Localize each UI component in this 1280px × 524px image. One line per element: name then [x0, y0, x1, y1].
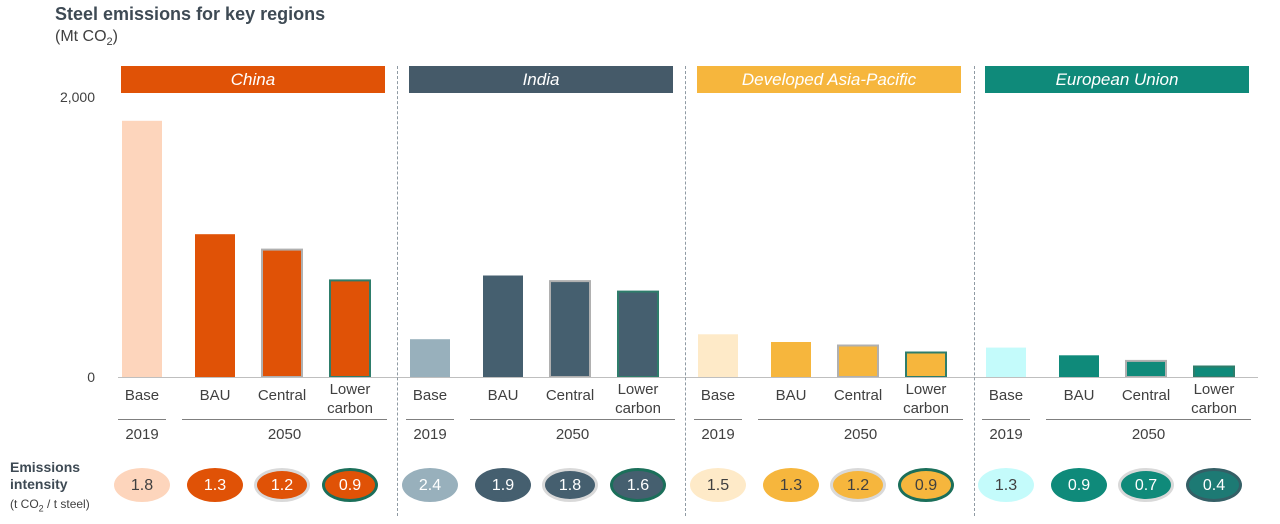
year-line-future-china: [182, 419, 387, 420]
category-label-india-4: Lower carbon: [615, 381, 661, 417]
year-line-base-european-union: [982, 419, 1030, 420]
bar-developed-asia-pacific-bau: [771, 342, 811, 377]
bar-india-base: [410, 339, 450, 377]
emissions-intensity-unit: (t CO2 / t steel): [10, 497, 90, 513]
category-label-developed-asia-pacific-2: BAU: [775, 387, 807, 404]
chart-unit: (Mt CO2): [55, 28, 118, 48]
category-label-european-union-3: Central: [1121, 387, 1171, 404]
category-label-china-1: Base: [124, 387, 160, 404]
emissions-intensity-label: Emissions intensity: [10, 459, 80, 493]
category-label-european-union-4: Lower carbon: [1191, 381, 1237, 417]
year-label-base-india: 2019: [413, 426, 447, 443]
bar-developed-asia-pacific-base: [698, 334, 738, 377]
intensity-ellipse-developed-asia-pacific-1: 1.5: [690, 468, 746, 502]
year-label-future-india: 2050: [555, 426, 590, 443]
region-divider-3: [974, 66, 975, 516]
intensity-ellipse-india-1: 2.4: [402, 468, 458, 502]
bar-china-central: [261, 248, 303, 379]
intensity-ellipse-india-3: 1.8: [542, 468, 598, 502]
bar-china-lower-carbon: [329, 279, 371, 378]
category-label-european-union-1: Base: [988, 387, 1024, 404]
ei-unit-suffix: / t steel): [43, 497, 90, 511]
unit-suffix: ): [112, 28, 118, 45]
unit-prefix: (Mt CO: [55, 28, 107, 45]
intensity-ellipse-european-union-2: 0.9: [1051, 468, 1107, 502]
category-label-china-4: Lower carbon: [327, 381, 373, 417]
ei-unit-prefix: (t CO: [10, 497, 39, 511]
y-tick-label-max: 2,000: [59, 89, 95, 105]
ei-unit-subscript: 2: [38, 503, 44, 514]
bar-china-bau: [195, 234, 235, 377]
intensity-ellipse-european-union-4: 0.4: [1186, 468, 1242, 502]
category-label-india-1: Base: [412, 387, 448, 404]
category-label-china-3: Central: [257, 387, 307, 404]
intensity-ellipse-china-4: 0.9: [322, 468, 378, 502]
region-divider-1: [397, 66, 398, 516]
year-line-base-developed-asia-pacific: [694, 419, 742, 420]
region-header-china: China: [121, 66, 385, 93]
region-header-developed-asia-pacific: Developed Asia-Pacific: [697, 66, 961, 93]
x-axis-baseline: [118, 377, 1258, 378]
chart-title: Steel emissions for key regions: [55, 4, 326, 24]
region-divider-2: [685, 66, 686, 516]
bar-china-base: [122, 120, 162, 378]
ei-label-line2: intensity: [10, 476, 68, 492]
intensity-ellipse-european-union-3: 0.7: [1118, 468, 1174, 502]
intensity-ellipse-china-1: 1.8: [114, 468, 170, 502]
year-label-future-european-union: 2050: [1131, 426, 1166, 443]
category-label-india-3: Central: [545, 387, 595, 404]
year-label-base-developed-asia-pacific: 2019: [701, 426, 735, 443]
year-line-base-india: [406, 419, 454, 420]
year-label-base-china: 2019: [125, 426, 159, 443]
region-header-european-union: European Union: [985, 66, 1249, 93]
region-header-india: India: [409, 66, 673, 93]
bar-developed-asia-pacific-central: [837, 344, 879, 378]
category-label-china-2: BAU: [199, 387, 231, 404]
category-label-developed-asia-pacific-3: Central: [833, 387, 883, 404]
intensity-ellipse-china-3: 1.2: [254, 468, 310, 502]
bar-developed-asia-pacific-lower-carbon: [905, 351, 947, 378]
intensity-ellipse-india-4: 1.6: [610, 468, 666, 502]
intensity-ellipse-european-union-1: 1.3: [978, 468, 1034, 502]
year-line-future-india: [470, 419, 675, 420]
year-label-base-european-union: 2019: [989, 426, 1023, 443]
category-label-developed-asia-pacific-4: Lower carbon: [903, 381, 949, 417]
bar-india-bau: [483, 275, 523, 377]
category-label-european-union-2: BAU: [1063, 387, 1095, 404]
intensity-ellipse-india-2: 1.9: [475, 468, 531, 502]
bar-european-union-base: [986, 347, 1026, 377]
year-line-future-developed-asia-pacific: [758, 419, 963, 420]
bar-european-union-bau: [1059, 355, 1099, 377]
category-label-india-2: BAU: [487, 387, 519, 404]
bar-india-lower-carbon: [617, 290, 659, 379]
intensity-ellipse-developed-asia-pacific-4: 0.9: [898, 468, 954, 502]
unit-subscript: 2: [106, 36, 113, 49]
intensity-ellipse-china-2: 1.3: [187, 468, 243, 502]
y-tick-label-zero: 0: [87, 369, 95, 385]
intensity-ellipse-developed-asia-pacific-2: 1.3: [763, 468, 819, 502]
bar-european-union-central: [1125, 359, 1167, 378]
year-label-future-developed-asia-pacific: 2050: [843, 426, 878, 443]
ei-label-line1: Emissions: [10, 459, 81, 475]
category-label-developed-asia-pacific-1: Base: [700, 387, 736, 404]
year-line-future-european-union: [1046, 419, 1251, 420]
year-label-future-china: 2050: [267, 426, 302, 443]
bar-european-union-lower-carbon: [1193, 365, 1235, 378]
year-line-base-china: [118, 419, 166, 420]
bar-india-central: [549, 280, 591, 379]
intensity-ellipse-developed-asia-pacific-3: 1.2: [830, 468, 886, 502]
